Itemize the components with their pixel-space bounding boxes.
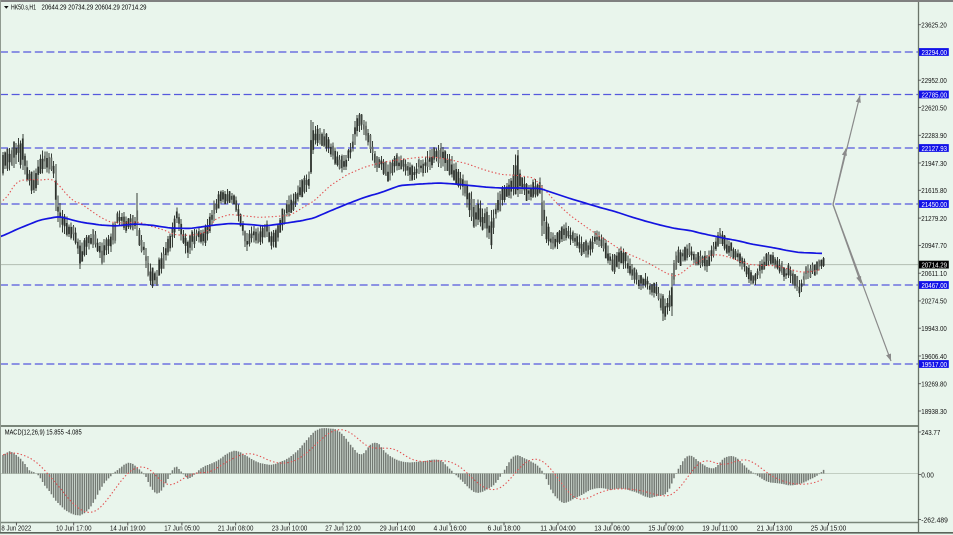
svg-text:-262.489: -262.489 — [921, 515, 948, 524]
svg-text:29 Jun 14:00: 29 Jun 14:00 — [380, 523, 416, 532]
svg-text:20714.29: 20714.29 — [922, 260, 948, 269]
svg-text:23625.20: 23625.20 — [921, 21, 947, 30]
svg-text:18938.30: 18938.30 — [921, 407, 947, 416]
svg-text:11 Jul 04:00: 11 Jul 04:00 — [540, 523, 576, 532]
svg-text:22952.00: 22952.00 — [921, 76, 947, 85]
svg-text:22620.50: 22620.50 — [921, 103, 947, 112]
svg-text:21947.30: 21947.30 — [921, 159, 947, 168]
svg-text:21615.80: 21615.80 — [921, 186, 947, 195]
svg-text:MACD(12,26,9) 15.855 -4.085: MACD(12,26,9) 15.855 -4.085 — [5, 427, 82, 436]
svg-text:15 Jul 09:00: 15 Jul 09:00 — [648, 523, 684, 532]
svg-text:22785.00: 22785.00 — [922, 90, 948, 99]
svg-text:20644.29 20734.29 20604.29 207: 20644.29 20734.29 20604.29 20714.29 — [42, 3, 147, 12]
svg-text:21 Jun 08:00: 21 Jun 08:00 — [218, 523, 254, 532]
svg-text:19517.00: 19517.00 — [922, 360, 948, 369]
svg-text:23 Jun 10:00: 23 Jun 10:00 — [272, 523, 308, 532]
svg-text:20467.00: 20467.00 — [922, 281, 948, 290]
svg-text:21450.00: 21450.00 — [922, 200, 948, 209]
svg-text:13 Jul 06:00: 13 Jul 06:00 — [594, 523, 630, 532]
svg-text:19606.40: 19606.40 — [921, 352, 947, 361]
svg-text:17 Jun 05:00: 17 Jun 05:00 — [164, 523, 200, 532]
svg-text:4 Jul 16:00: 4 Jul 16:00 — [434, 523, 467, 532]
svg-text:HK50.s,H1: HK50.s,H1 — [11, 3, 36, 12]
svg-text:25 Jul 15:00: 25 Jul 15:00 — [811, 523, 847, 532]
svg-text:20611.10: 20611.10 — [921, 269, 947, 278]
svg-text:6 Jul 18:00: 6 Jul 18:00 — [488, 523, 521, 532]
svg-text:20274.50: 20274.50 — [921, 297, 947, 306]
svg-text:20947.70: 20947.70 — [921, 241, 947, 250]
svg-text:22127.93: 22127.93 — [922, 144, 948, 153]
svg-text:21279.20: 21279.20 — [921, 214, 947, 223]
svg-text:19269.80: 19269.80 — [921, 380, 947, 389]
svg-text:19943.00: 19943.00 — [921, 324, 947, 333]
svg-text:23294.00: 23294.00 — [922, 48, 948, 57]
svg-text:0.00: 0.00 — [921, 470, 934, 479]
svg-text:8 Jun 2022: 8 Jun 2022 — [1, 523, 31, 532]
svg-text:14 Jun 19:00: 14 Jun 19:00 — [110, 523, 146, 532]
svg-text:21 Jul 13:00: 21 Jul 13:00 — [757, 523, 793, 532]
svg-text:22283.90: 22283.90 — [921, 131, 947, 140]
svg-text:10 Jun 17:00: 10 Jun 17:00 — [56, 523, 92, 532]
svg-text:19 Jul 11:00: 19 Jul 11:00 — [702, 523, 738, 532]
svg-text:27 Jun 12:00: 27 Jun 12:00 — [325, 523, 361, 532]
svg-text:243.77: 243.77 — [921, 428, 940, 437]
